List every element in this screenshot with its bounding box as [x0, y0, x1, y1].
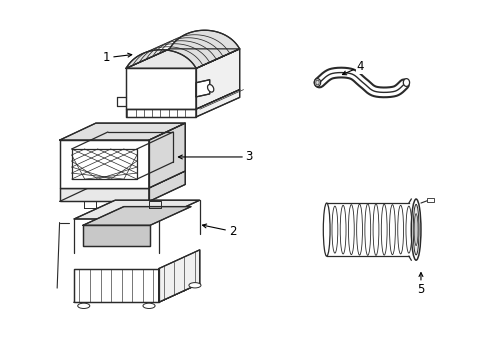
Polygon shape: [149, 171, 185, 202]
Ellipse shape: [372, 204, 378, 255]
Ellipse shape: [340, 205, 346, 254]
Polygon shape: [149, 123, 185, 188]
Polygon shape: [159, 250, 200, 302]
Ellipse shape: [78, 303, 90, 309]
Ellipse shape: [314, 78, 320, 86]
Ellipse shape: [142, 303, 155, 309]
Polygon shape: [126, 30, 239, 68]
Polygon shape: [126, 49, 239, 68]
Ellipse shape: [403, 78, 409, 86]
Ellipse shape: [323, 207, 329, 252]
Polygon shape: [82, 225, 150, 246]
Ellipse shape: [323, 203, 329, 256]
Bar: [426, 198, 433, 202]
Ellipse shape: [188, 283, 201, 288]
Polygon shape: [74, 200, 200, 219]
Polygon shape: [126, 109, 196, 117]
Polygon shape: [60, 140, 149, 188]
Polygon shape: [82, 207, 191, 225]
Polygon shape: [196, 90, 239, 117]
Ellipse shape: [315, 80, 319, 85]
Ellipse shape: [331, 206, 337, 253]
Text: 3: 3: [178, 150, 252, 163]
Text: 4: 4: [342, 60, 364, 75]
Ellipse shape: [207, 85, 213, 92]
Polygon shape: [60, 188, 149, 202]
Ellipse shape: [381, 204, 386, 255]
Ellipse shape: [397, 205, 403, 254]
Ellipse shape: [412, 204, 418, 255]
Ellipse shape: [348, 204, 353, 255]
Text: 1: 1: [103, 51, 131, 64]
Text: 2: 2: [202, 224, 236, 238]
Ellipse shape: [389, 204, 394, 255]
Polygon shape: [74, 269, 159, 302]
Ellipse shape: [364, 204, 370, 255]
Polygon shape: [74, 283, 200, 302]
Ellipse shape: [356, 204, 362, 255]
Polygon shape: [196, 80, 209, 97]
Text: 5: 5: [416, 273, 424, 296]
Ellipse shape: [410, 199, 420, 260]
Ellipse shape: [405, 206, 411, 253]
Ellipse shape: [413, 214, 417, 246]
Polygon shape: [196, 49, 239, 109]
Polygon shape: [60, 123, 185, 140]
Polygon shape: [126, 68, 196, 109]
